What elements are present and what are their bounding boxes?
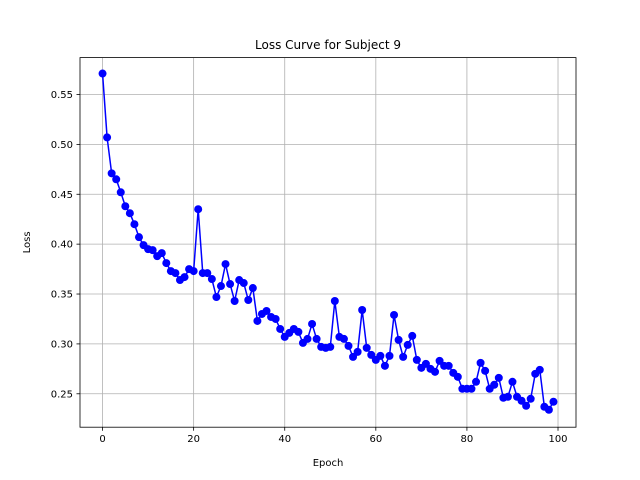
data-point (444, 361, 453, 370)
x-tick-label: 60 (369, 434, 382, 445)
data-point (171, 269, 180, 278)
y-axis-label: Loss (22, 231, 33, 253)
data-point (103, 133, 112, 142)
x-tick-label: 40 (278, 434, 291, 445)
y-tick-label: 0.40 (51, 240, 73, 251)
data-point (544, 405, 553, 414)
data-point (408, 331, 417, 340)
y-tick-label: 0.55 (51, 90, 73, 101)
data-point (230, 297, 239, 306)
data-point (403, 340, 412, 349)
data-point (212, 293, 221, 302)
data-point (203, 269, 212, 278)
data-point (326, 342, 335, 351)
data-point (121, 202, 130, 211)
y-tick-label: 0.50 (51, 140, 73, 151)
series-loss (98, 69, 558, 414)
data-point (162, 259, 171, 268)
data-point (130, 220, 139, 229)
data-point (276, 324, 285, 333)
grid (80, 57, 576, 428)
data-point (239, 279, 248, 288)
data-point (148, 246, 157, 255)
data-point (339, 334, 348, 343)
data-point (526, 394, 535, 403)
data-point (549, 397, 558, 406)
data-point (330, 297, 339, 306)
data-point (262, 306, 271, 315)
data-point (180, 273, 189, 282)
data-point (207, 275, 216, 284)
y-tick-label: 0.30 (51, 340, 73, 351)
data-point (358, 305, 367, 314)
data-point (394, 335, 403, 344)
x-tick-label: 20 (187, 434, 200, 445)
data-point (157, 249, 166, 258)
data-point (431, 367, 440, 376)
data-point (399, 352, 408, 361)
chart-title: Loss Curve for Subject 9 (255, 38, 401, 52)
data-point (412, 355, 421, 364)
data-point (344, 341, 353, 350)
data-point (494, 373, 503, 382)
data-point (189, 267, 198, 276)
x-tick-label: 100 (548, 434, 567, 445)
data-point (308, 319, 317, 328)
x-tick-label: 0 (99, 434, 105, 445)
data-point (472, 377, 481, 386)
data-point (98, 69, 107, 78)
data-point (503, 392, 512, 401)
data-point (390, 310, 399, 319)
data-point (376, 351, 385, 360)
y-tick-label: 0.35 (51, 290, 73, 301)
data-point (303, 334, 312, 343)
y-tick-label: 0.25 (51, 389, 73, 400)
y-tick-label: 0.45 (51, 190, 73, 201)
series-line (101, 73, 555, 411)
data-point (112, 175, 121, 184)
axis-ticks: 0 20 40 60 80 100 0.25 0.30 0.35 0.40 0.45 0.50 0.55 (51, 90, 568, 445)
data-point (253, 316, 262, 325)
data-point (467, 384, 476, 393)
x-axis-label: Epoch (313, 458, 344, 469)
data-point (522, 401, 531, 410)
data-point (380, 361, 389, 370)
data-point (194, 205, 203, 214)
data-point (508, 377, 517, 386)
data-point (271, 314, 280, 323)
x-tick-label: 80 (461, 434, 474, 445)
data-point (353, 347, 362, 356)
data-point (134, 233, 143, 242)
data-point (294, 327, 303, 336)
data-point (453, 372, 462, 381)
data-point (312, 334, 321, 343)
data-point (476, 358, 485, 367)
data-point (221, 260, 230, 269)
data-point (116, 188, 125, 197)
data-point (385, 351, 394, 360)
data-point (125, 209, 134, 218)
data-point (535, 365, 544, 374)
data-point (248, 284, 257, 293)
data-point (226, 280, 235, 289)
data-point (216, 282, 225, 291)
data-point (244, 296, 253, 305)
data-point (481, 366, 490, 375)
axes-frame (79, 57, 577, 428)
data-point (490, 380, 499, 389)
data-point (107, 169, 116, 178)
data-point (362, 343, 371, 352)
